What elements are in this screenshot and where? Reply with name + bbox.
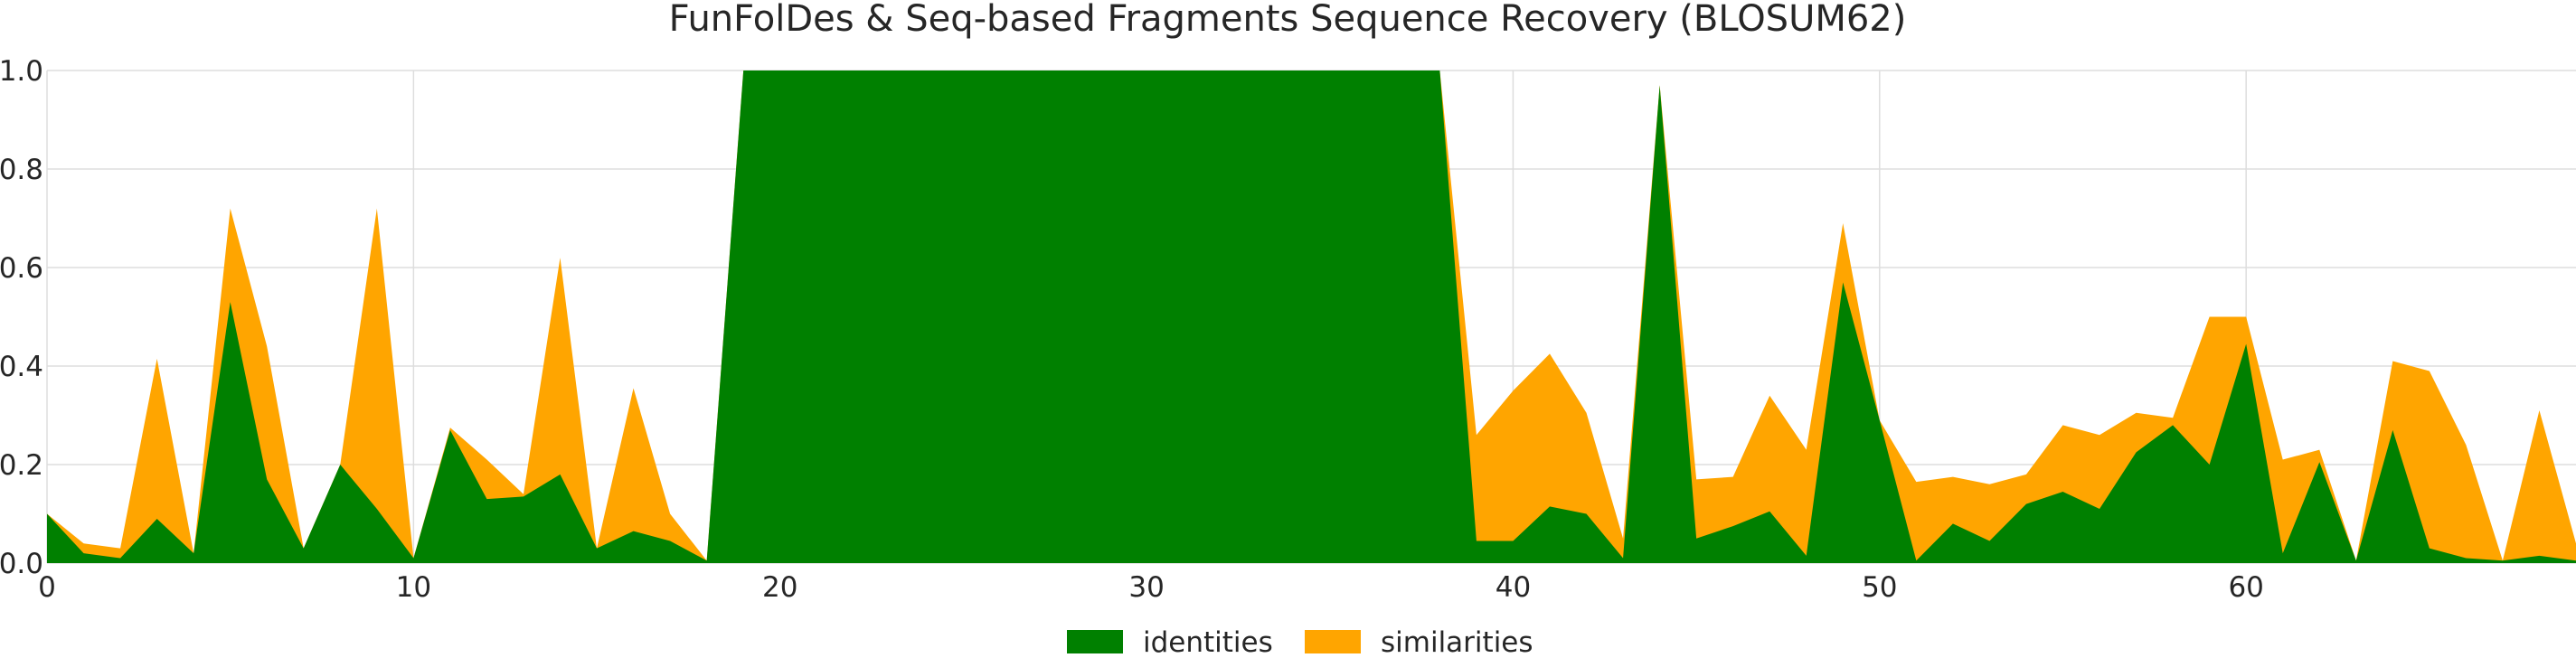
x-tick-label: 30: [1128, 571, 1164, 604]
area-identities: [47, 70, 2576, 563]
legend-swatch: [1067, 630, 1123, 653]
y-tick-label: 1.0: [0, 55, 43, 88]
x-tick-label: 40: [1496, 571, 1531, 604]
legend: identities similarities: [1067, 626, 1533, 658]
legend-item-similarities: similarities: [1305, 626, 1533, 658]
x-tick-label: 60: [2228, 571, 2263, 604]
chart-title: FunFolDes & Seq-based Fragments Sequence…: [669, 0, 1907, 40]
y-tick-label: 0.2: [0, 449, 43, 482]
legend-swatch: [1305, 630, 1361, 653]
axis-tick-labels: 0.0 0.2 0.4 0.6 0.8 1.0 0 10 20 30 40 50 60: [0, 55, 2264, 604]
y-tick-label: 0.0: [0, 548, 43, 580]
x-tick-label: 10: [396, 571, 431, 604]
y-tick-label: 0.4: [0, 351, 43, 383]
x-tick-label: 0: [38, 571, 56, 604]
legend-label: similarities: [1381, 626, 1533, 658]
x-tick-label: 50: [1862, 571, 1897, 604]
y-tick-label: 0.8: [0, 154, 43, 186]
area-series: [47, 70, 2576, 563]
legend-label: identities: [1143, 626, 1273, 658]
y-tick-label: 0.6: [0, 252, 43, 285]
x-tick-label: 20: [762, 571, 797, 604]
legend-item-identities: identities: [1067, 626, 1273, 658]
